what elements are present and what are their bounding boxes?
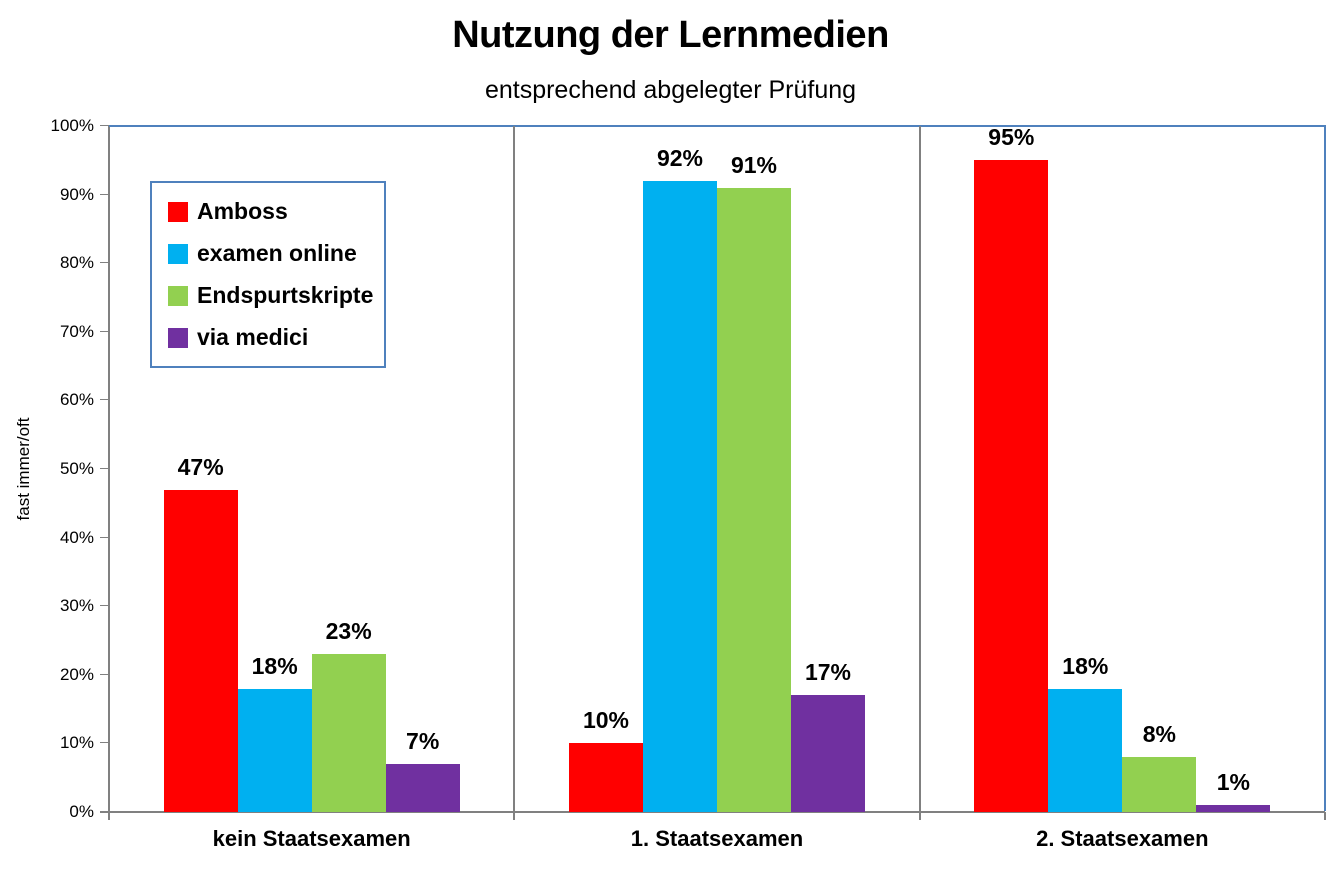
category-separator bbox=[918, 126, 921, 820]
y-tick bbox=[100, 330, 109, 332]
bar-label-amboss-1-staatsexamen: 10% bbox=[582, 707, 630, 734]
chart-title: Nutzung der Lernmedien bbox=[452, 14, 889, 56]
bar-label-via-medici-2-staatsexamen: 1% bbox=[1216, 769, 1250, 796]
y-tick-label: 10% bbox=[59, 733, 94, 753]
legend-label-endspurtskripte: Endspurtskripte bbox=[197, 282, 374, 308]
legend-swatch-endspurtskripte bbox=[168, 285, 188, 306]
y-tick bbox=[100, 605, 109, 607]
y-tick-label: 0% bbox=[69, 802, 94, 821]
bar-label-endspurtskripte-kein-staatsexamen: 23% bbox=[325, 618, 372, 645]
legend: Amboss examen online Endspurtskripte via me… bbox=[150, 181, 386, 368]
legend-item-via-medici: via medici bbox=[168, 324, 384, 351]
x-axis-end-tick bbox=[1324, 812, 1326, 820]
legend-label-examen-online: examen online bbox=[197, 240, 357, 266]
y-tick bbox=[100, 399, 109, 401]
bar-examen-online-2-staatsexamen bbox=[1048, 688, 1123, 812]
y-tick bbox=[100, 262, 109, 264]
y-tick-label: 70% bbox=[59, 321, 94, 341]
y-tick bbox=[100, 193, 109, 195]
bar-amboss-kein-staatsexamen bbox=[163, 489, 238, 812]
bar-label-via-medici-1-staatsexamen: 17% bbox=[804, 659, 852, 686]
y-tick-label: 50% bbox=[59, 459, 94, 478]
category-separator bbox=[513, 126, 516, 820]
bar-label-via-medici-kein-staatsexamen: 7% bbox=[406, 727, 440, 754]
bar-label-amboss-kein-staatsexamen: 47% bbox=[177, 453, 224, 480]
bar-label-examen-online-2-staatsexamen: 18% bbox=[1062, 652, 1109, 679]
legend-label-amboss: Amboss bbox=[197, 198, 288, 224]
category-label-2-staatsexamen: 2. Staatsexamen bbox=[1036, 826, 1209, 851]
legend-item-amboss: Amboss bbox=[168, 198, 384, 225]
category-label-kein-staatsexamen: kein Staatsexamen bbox=[212, 826, 411, 851]
y-tick-label: 90% bbox=[59, 184, 94, 204]
bar-examen-online-kein-staatsexamen bbox=[237, 688, 312, 812]
legend-item-examen-online: examen online bbox=[168, 240, 384, 267]
legend-swatch-examen-online bbox=[168, 243, 188, 264]
bar-label-amboss-2-staatsexamen: 95% bbox=[988, 124, 1035, 151]
bar-endspurtskripte-kein-staatsexamen bbox=[311, 654, 386, 812]
bar-label-examen-online-kein-staatsexamen: 18% bbox=[251, 652, 298, 679]
bar-label-endspurtskripte-1-staatsexamen: 91% bbox=[730, 151, 778, 178]
y-tick-label: 30% bbox=[59, 596, 94, 616]
legend-item-endspurtskripte: Endspurtskripte bbox=[168, 282, 384, 309]
y-tick-label: 20% bbox=[59, 664, 94, 684]
y-tick-label: 60% bbox=[59, 390, 94, 410]
y-tick bbox=[100, 673, 109, 675]
chart-subtitle: entsprechend abgelegter Prüfung bbox=[484, 76, 857, 104]
y-tick bbox=[100, 468, 109, 469]
y-axis-line bbox=[108, 126, 110, 820]
y-tick-label: 100% bbox=[50, 116, 94, 135]
plot-border-top bbox=[109, 125, 1325, 127]
legend-swatch-amboss bbox=[168, 201, 188, 222]
bar-via-medici-2-staatsexamen bbox=[1196, 805, 1271, 812]
bar-label-examen-online-1-staatsexamen: 92% bbox=[656, 144, 704, 171]
plot-border-right bbox=[1324, 125, 1326, 811]
bar-examen-online-1-staatsexamen bbox=[643, 180, 717, 812]
y-tick-label: 40% bbox=[59, 527, 94, 547]
x-axis-line bbox=[100, 811, 1325, 813]
bar-amboss-1-staatsexamen bbox=[569, 743, 643, 812]
y-tick bbox=[100, 536, 109, 538]
bar-endspurtskripte-2-staatsexamen bbox=[1122, 757, 1197, 812]
bar-endspurtskripte-1-staatsexamen bbox=[717, 187, 791, 812]
bar-via-medici-kein-staatsexamen bbox=[385, 763, 460, 812]
bar-amboss-2-staatsexamen bbox=[974, 160, 1049, 812]
bar-label-endspurtskripte-2-staatsexamen: 8% bbox=[1142, 721, 1176, 748]
y-tick-label: 80% bbox=[59, 253, 94, 273]
legend-label-via-medici: via medici bbox=[197, 324, 309, 350]
category-label-1-staatsexamen: 1. Staatsexamen bbox=[630, 826, 804, 851]
legend-swatch-via-medici bbox=[168, 327, 188, 348]
y-tick bbox=[100, 125, 109, 126]
bar-via-medici-1-staatsexamen bbox=[791, 695, 865, 812]
y-tick bbox=[100, 742, 109, 744]
